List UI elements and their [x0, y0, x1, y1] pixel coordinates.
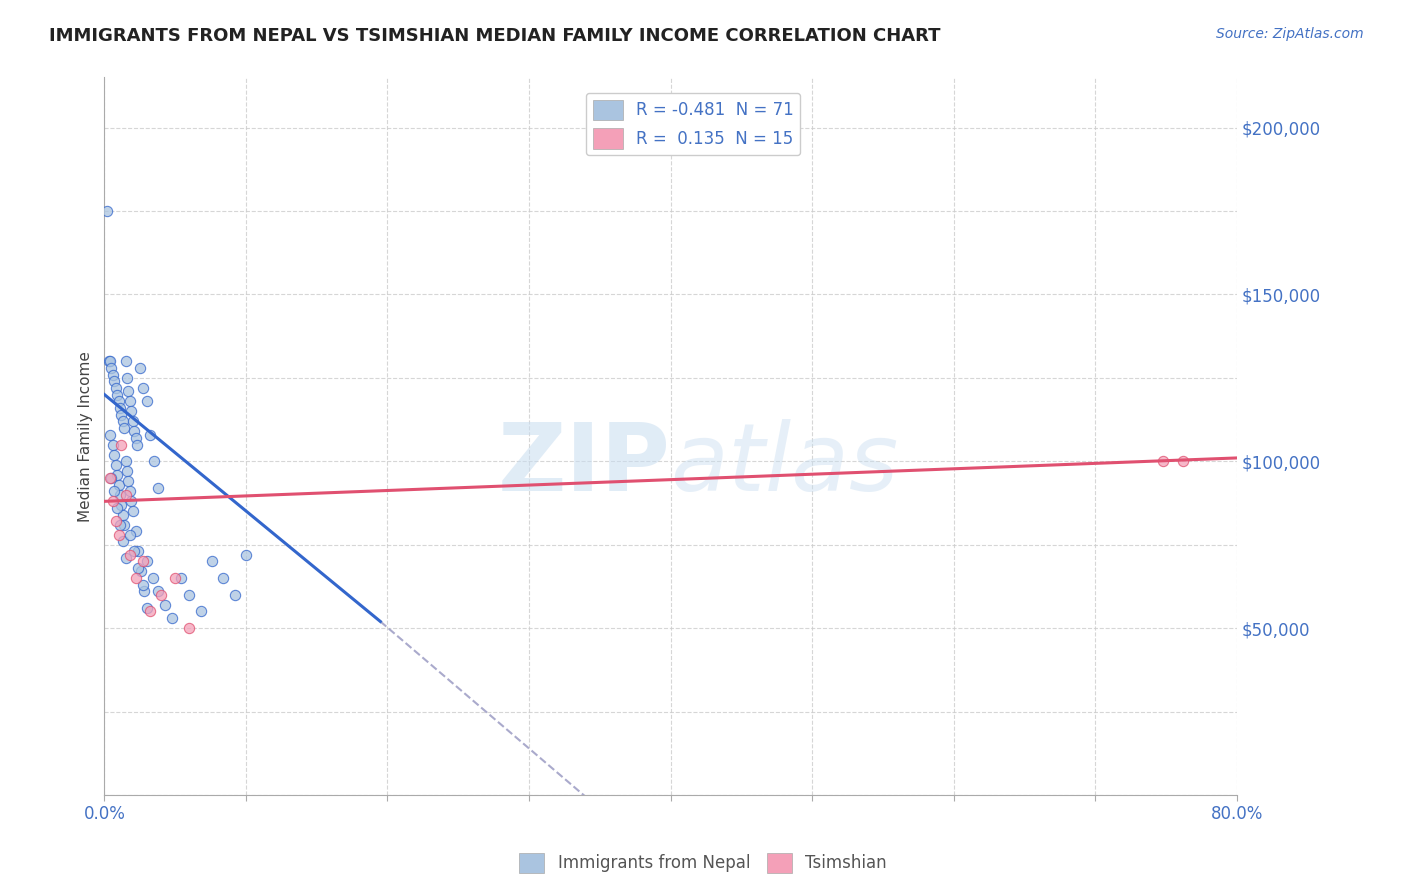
Point	[150, 588, 173, 602]
Point	[120, 404, 142, 418]
Point	[117, 384, 139, 399]
Point	[121, 414, 143, 428]
Point	[146, 481, 169, 495]
Point	[141, 571, 163, 585]
Point	[110, 498, 132, 512]
Point	[110, 408, 132, 422]
Point	[118, 394, 141, 409]
Point	[111, 414, 134, 428]
Point	[121, 504, 143, 518]
Point	[104, 514, 127, 528]
Point	[128, 360, 150, 375]
Point	[118, 548, 141, 562]
Point	[122, 544, 145, 558]
Point	[131, 554, 153, 568]
Point	[129, 565, 152, 579]
Point	[146, 584, 169, 599]
Point	[124, 524, 146, 539]
Point	[114, 488, 136, 502]
Point	[101, 494, 124, 508]
Point	[108, 488, 131, 502]
Point	[104, 381, 127, 395]
Point	[105, 467, 128, 482]
Point	[111, 508, 134, 522]
Point	[120, 494, 142, 508]
Point	[190, 605, 212, 619]
Point	[165, 571, 187, 585]
Point	[122, 424, 145, 438]
Point	[127, 561, 149, 575]
Point	[124, 431, 146, 445]
Point	[118, 484, 141, 499]
Point	[1152, 454, 1174, 468]
Point	[114, 354, 136, 368]
Point	[103, 448, 125, 462]
Point	[110, 437, 132, 451]
Point	[114, 551, 136, 566]
Point	[100, 360, 122, 375]
Point	[98, 354, 121, 368]
Point	[98, 427, 121, 442]
Point	[107, 394, 129, 409]
Point	[162, 611, 184, 625]
Point	[138, 427, 160, 442]
Point	[212, 571, 235, 585]
Point	[135, 394, 157, 409]
Point	[114, 454, 136, 468]
Point	[155, 598, 177, 612]
Point	[101, 368, 124, 382]
Text: IMMIGRANTS FROM NEPAL VS TSIMSHIAN MEDIAN FAMILY INCOME CORRELATION CHART: IMMIGRANTS FROM NEPAL VS TSIMSHIAN MEDIA…	[49, 27, 941, 45]
Point	[98, 471, 121, 485]
Point	[112, 421, 135, 435]
Point	[117, 475, 139, 489]
Point	[96, 203, 118, 218]
Point	[132, 584, 155, 599]
Point	[118, 527, 141, 541]
Point	[1171, 454, 1194, 468]
Point	[108, 401, 131, 415]
Point	[115, 371, 138, 385]
Point	[127, 544, 149, 558]
Point	[112, 517, 135, 532]
Point	[131, 578, 153, 592]
Point	[201, 554, 224, 568]
Point	[170, 571, 193, 585]
Point	[235, 548, 257, 562]
Point	[103, 374, 125, 388]
Point	[104, 458, 127, 472]
Point	[125, 437, 148, 451]
Point	[142, 454, 165, 468]
Point	[97, 354, 120, 368]
Point	[131, 381, 153, 395]
Point	[105, 501, 128, 516]
Point	[138, 605, 160, 619]
Point	[115, 464, 138, 478]
Point	[107, 527, 129, 541]
Point	[101, 437, 124, 451]
Point	[135, 554, 157, 568]
Legend: Immigrants from Nepal, Tsimshian: Immigrants from Nepal, Tsimshian	[513, 847, 893, 880]
Point	[179, 621, 201, 635]
Point	[179, 588, 201, 602]
Legend: R = -0.481  N = 71, R =  0.135  N = 15: R = -0.481 N = 71, R = 0.135 N = 15	[586, 93, 800, 155]
Point	[103, 484, 125, 499]
Text: atlas: atlas	[671, 419, 898, 510]
Point	[111, 534, 134, 549]
Point	[107, 477, 129, 491]
Point	[108, 517, 131, 532]
Y-axis label: Median Family Income: Median Family Income	[79, 351, 93, 522]
Point	[100, 471, 122, 485]
Text: ZIP: ZIP	[498, 419, 671, 511]
Point	[105, 387, 128, 401]
Text: Source: ZipAtlas.com: Source: ZipAtlas.com	[1216, 27, 1364, 41]
Point	[124, 571, 146, 585]
Point	[224, 588, 246, 602]
Point	[135, 601, 157, 615]
